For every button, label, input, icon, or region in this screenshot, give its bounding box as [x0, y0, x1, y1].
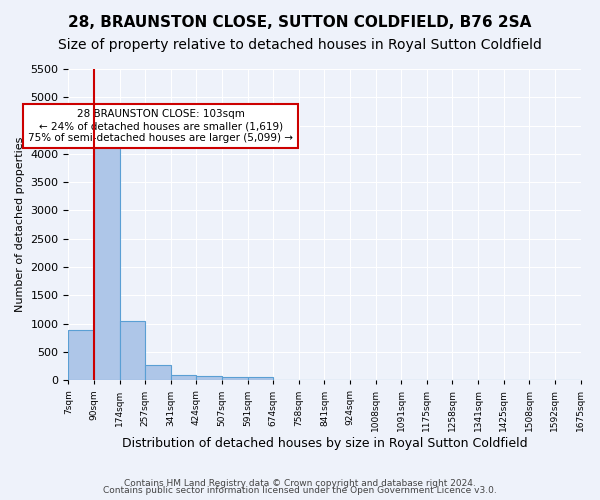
- Bar: [119, 321, 145, 380]
- X-axis label: Distribution of detached houses by size in Royal Sutton Coldfield: Distribution of detached houses by size …: [122, 437, 527, 450]
- Text: Contains public sector information licensed under the Open Government Licence v3: Contains public sector information licen…: [103, 486, 497, 495]
- Bar: [68, 330, 94, 380]
- Text: Size of property relative to detached houses in Royal Sutton Coldfield: Size of property relative to detached ho…: [58, 38, 542, 52]
- Bar: [196, 376, 222, 380]
- Bar: [145, 364, 171, 380]
- Bar: [94, 126, 119, 380]
- Y-axis label: Number of detached properties: Number of detached properties: [15, 137, 25, 312]
- Bar: [171, 375, 196, 380]
- Text: 28, BRAUNSTON CLOSE, SUTTON COLDFIELD, B76 2SA: 28, BRAUNSTON CLOSE, SUTTON COLDFIELD, B…: [68, 15, 532, 30]
- Text: 28 BRAUNSTON CLOSE: 103sqm
← 24% of detached houses are smaller (1,619)
75% of s: 28 BRAUNSTON CLOSE: 103sqm ← 24% of deta…: [28, 110, 293, 142]
- Bar: [248, 378, 273, 380]
- Bar: [222, 377, 248, 380]
- Text: Contains HM Land Registry data © Crown copyright and database right 2024.: Contains HM Land Registry data © Crown c…: [124, 478, 476, 488]
